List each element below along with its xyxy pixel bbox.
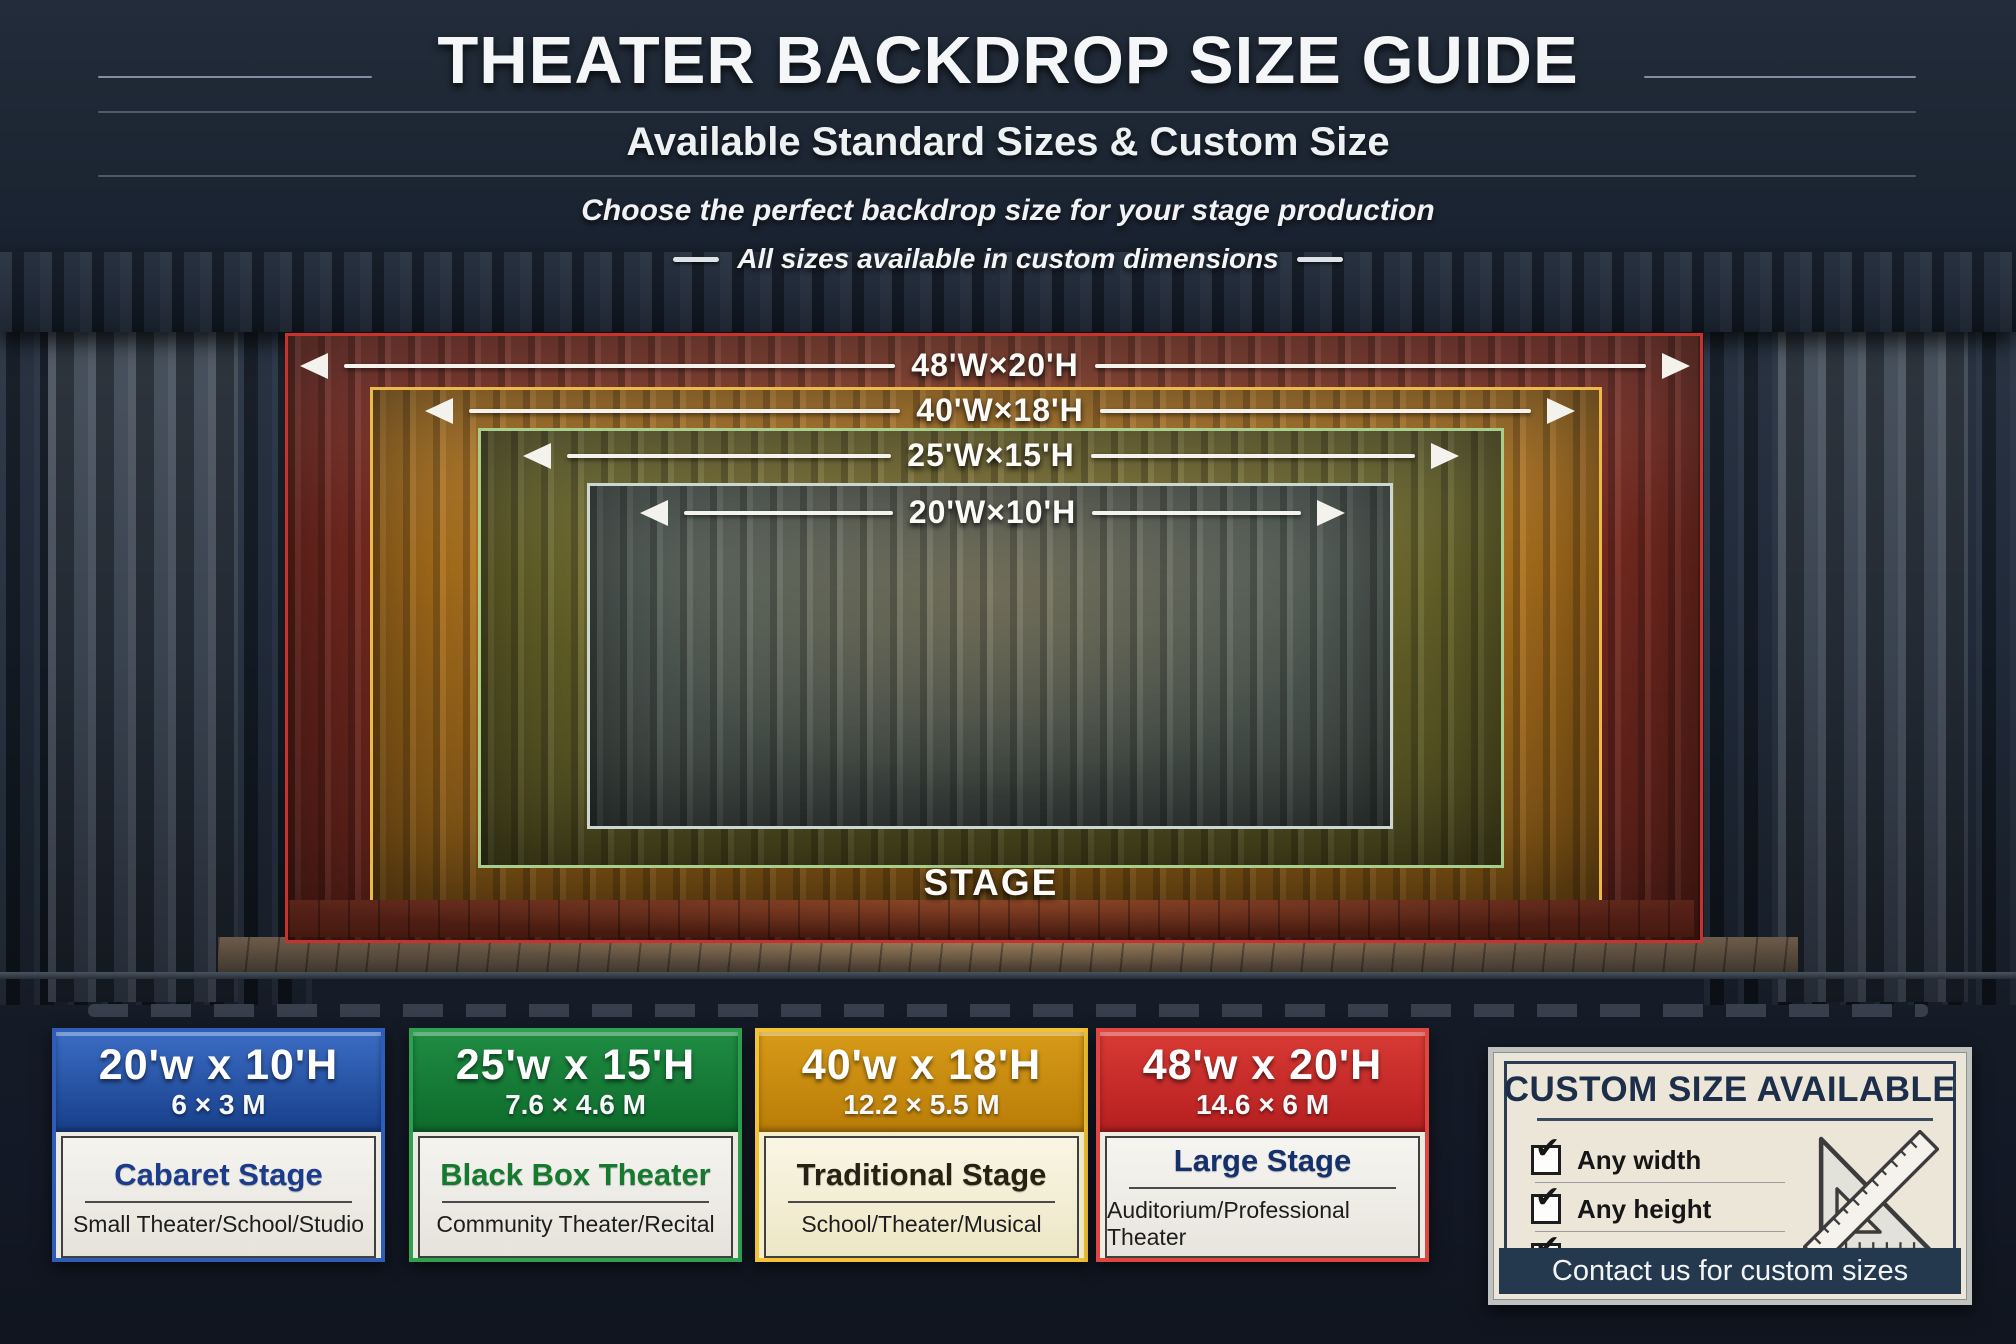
arrow-right-icon bbox=[1431, 442, 1459, 469]
arrow-left-icon bbox=[640, 499, 668, 526]
card-header: 48'w x 20'H 14.6 × 6 M bbox=[1100, 1032, 1425, 1132]
arrow-left-icon bbox=[425, 397, 453, 424]
page-subtitle: Available Standard Sizes & Custom Size bbox=[626, 120, 1390, 164]
card-use: School/Theater/Musical bbox=[801, 1210, 1042, 1237]
card-metric: 12.2 × 5.5 M bbox=[843, 1088, 1000, 1120]
arrow-right-icon bbox=[1317, 499, 1345, 526]
stage-front-edge bbox=[0, 972, 2016, 979]
backdrop-20x10 bbox=[587, 483, 1393, 829]
dimension-row-40x18: 40'W×18'H bbox=[425, 392, 1575, 429]
checked-checkbox-icon: ✔ bbox=[1531, 1134, 1561, 1175]
dimension-label-20x10: 20'W×10'H bbox=[908, 494, 1077, 530]
arrow-right-icon bbox=[1662, 352, 1690, 379]
card-name: Cabaret Stage bbox=[114, 1156, 323, 1192]
card-body: Large Stage Auditorium/Professional Thea… bbox=[1105, 1136, 1420, 1258]
ruler-set-square-icon bbox=[1802, 1129, 1940, 1267]
stage-valance bbox=[0, 252, 2016, 332]
card-header: 40'w x 18'H 12.2 × 5.5 M bbox=[759, 1032, 1084, 1132]
card-size: 25'w x 15'H bbox=[455, 1041, 696, 1090]
card-size: 40'w x 18'H bbox=[801, 1041, 1042, 1090]
card-body: Cabaret Stage Small Theater/School/Studi… bbox=[61, 1136, 376, 1258]
card-metric: 7.6 × 4.6 M bbox=[505, 1088, 646, 1120]
checklist-divider bbox=[1535, 1182, 1785, 1183]
checklist-divider bbox=[1535, 1231, 1785, 1232]
size-card-traditional-stage: 40'w x 18'H 12.2 × 5.5 M Traditional Sta… bbox=[755, 1028, 1088, 1262]
custom-title-rule bbox=[1537, 1118, 1933, 1121]
header-band bbox=[0, 0, 2016, 257]
custom-size-panel: CUSTOM SIZE AVAILABLE ✔ Any width ✔ Any … bbox=[1488, 1047, 1972, 1305]
orchestra-pit-dashes bbox=[88, 1004, 1928, 1017]
card-size: 20'w x 10'H bbox=[98, 1041, 339, 1090]
custom-dimensions-note: All sizes available in custom dimensions bbox=[0, 243, 2016, 275]
card-divider bbox=[441, 1200, 710, 1203]
tagline: Choose the perfect backdrop size for you… bbox=[581, 194, 1435, 227]
size-card-black-box-theater: 25'w x 15'H 7.6 × 4.6 M Black Box Theate… bbox=[409, 1028, 742, 1262]
page-title: THEATER BACKDROP SIZE GUIDE bbox=[437, 23, 1579, 98]
card-use: Community Theater/Recital bbox=[436, 1210, 715, 1237]
curtain-leg-left bbox=[48, 252, 238, 1002]
dimension-row-25x15: 25'W×15'H bbox=[523, 437, 1459, 474]
card-header: 25'w x 15'H 7.6 × 4.6 M bbox=[413, 1032, 738, 1132]
card-use: Auditorium/Professional Theater bbox=[1107, 1197, 1350, 1250]
card-size: 48'w x 20'H bbox=[1142, 1041, 1383, 1090]
card-body: Traditional Stage School/Theater/Musical bbox=[764, 1136, 1079, 1258]
card-name: Large Stage bbox=[1173, 1143, 1352, 1178]
arrow-left-icon bbox=[523, 442, 551, 469]
card-divider bbox=[787, 1200, 1056, 1203]
custom-contact-footer: Contact us for custom sizes bbox=[1499, 1248, 1961, 1294]
card-body: Black Box Theater Community Theater/Reci… bbox=[418, 1136, 733, 1258]
stage-apron-floor bbox=[218, 937, 1798, 975]
size-card-large-stage: 48'w x 20'H 14.6 × 6 M Large Stage Audit… bbox=[1096, 1028, 1429, 1262]
stage-label: STAGE bbox=[923, 862, 1059, 903]
card-metric: 6 × 3 M bbox=[171, 1088, 266, 1120]
header-seam-lower bbox=[98, 175, 1916, 177]
card-name: Black Box Theater bbox=[440, 1156, 711, 1192]
card-divider bbox=[84, 1200, 353, 1203]
note-dash-left bbox=[673, 256, 720, 262]
dimension-label-25x15: 25'W×15'H bbox=[907, 437, 1075, 473]
card-divider bbox=[1128, 1187, 1397, 1189]
card-name: Traditional Stage bbox=[796, 1156, 1047, 1192]
curtain-leg-right bbox=[1778, 252, 1968, 1002]
note-dash-right bbox=[1296, 256, 1343, 262]
size-card-cabaret-stage: 20'w x 10'H 6 × 3 M Cabaret Stage Small … bbox=[52, 1028, 385, 1262]
dimension-label-48x20: 48'W×20'H bbox=[911, 347, 1079, 383]
custom-size-title: CUSTOM SIZE AVAILABLE bbox=[1503, 1070, 1957, 1109]
checked-checkbox-icon: ✔ bbox=[1531, 1183, 1561, 1224]
dimension-row-20x10: 20'W×10'H bbox=[640, 494, 1345, 531]
arrow-right-icon bbox=[1547, 397, 1575, 424]
checklist-item-any-height: ✔ Any height bbox=[1531, 1183, 1811, 1229]
checklist-item-any-width: ✔ Any width bbox=[1531, 1134, 1811, 1180]
dimension-row-48x20: 48'W×20'H bbox=[300, 347, 1690, 384]
upstage-floor-strip bbox=[288, 900, 1694, 937]
card-header: 20'w x 10'H 6 × 3 M bbox=[56, 1032, 381, 1132]
note-text: All sizes available in custom dimensions bbox=[737, 243, 1279, 274]
header-rule-left bbox=[98, 76, 372, 78]
card-metric: 14.6 × 6 M bbox=[1195, 1088, 1330, 1120]
header-seam-upper bbox=[98, 111, 1916, 113]
dimension-label-40x18: 40'W×18'H bbox=[916, 392, 1084, 428]
card-use: Small Theater/School/Studio bbox=[72, 1210, 365, 1237]
header-rule-right bbox=[1644, 76, 1916, 78]
arrow-left-icon bbox=[300, 352, 328, 379]
